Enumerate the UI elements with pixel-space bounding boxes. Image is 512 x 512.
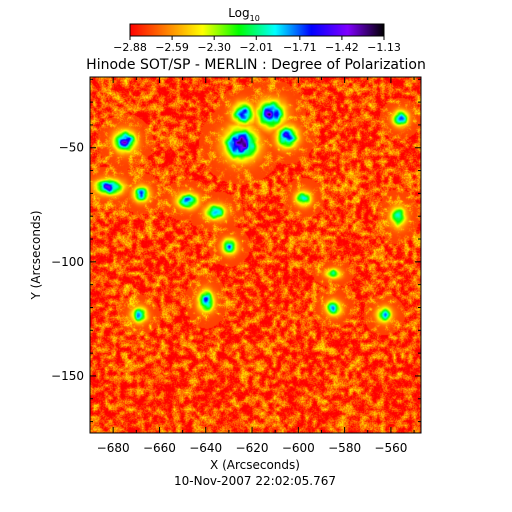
colorbar-label: Log10	[228, 6, 260, 23]
chart-title: Hinode SOT/SP - MERLIN : Degree of Polar…	[86, 57, 426, 73]
colorbar-tick-label: −2.59	[155, 41, 189, 54]
x-tick-label: −680	[97, 441, 130, 455]
x-axis: −680 −660 −640 −620 −600 −580 −560	[89, 77, 415, 455]
y-tick-label: −150	[51, 369, 84, 383]
heatmap	[90, 77, 421, 433]
colorbar-ticks: −2.88 −2.59 −2.30 −2.01 −1.71 −1.42 −1.13	[113, 36, 401, 54]
colorbar-tick-label: −2.88	[113, 41, 147, 54]
plot-frame	[89, 76, 422, 434]
colorbar	[129, 23, 385, 37]
heatmap-image	[90, 77, 421, 433]
y-tick-label: −100	[51, 255, 84, 269]
colorbar-tick-label: −1.71	[283, 41, 317, 54]
x-tick-label: −640	[189, 441, 222, 455]
colorbar-tick-label: −2.30	[197, 41, 231, 54]
x-tick-label: −560	[374, 441, 407, 455]
x-tick-label: −600	[282, 441, 315, 455]
colorbar-tick-label: −2.01	[239, 41, 273, 54]
colorbar-tick-label: −1.42	[325, 41, 359, 54]
x-tick-label: −580	[328, 441, 361, 455]
y-tick-label: −50	[59, 141, 84, 155]
x-tick-label: −620	[236, 441, 269, 455]
x-axis-label: X (Arcseconds)	[210, 458, 300, 472]
y-axis: −50 −100 −150	[51, 78, 421, 423]
timestamp: 10-Nov-2007 22:02:05.767	[174, 474, 336, 488]
colorbar-tick-label: −1.13	[367, 41, 401, 54]
y-axis-label: Y (Arcseconds)	[29, 210, 43, 300]
x-tick-label: −660	[143, 441, 176, 455]
